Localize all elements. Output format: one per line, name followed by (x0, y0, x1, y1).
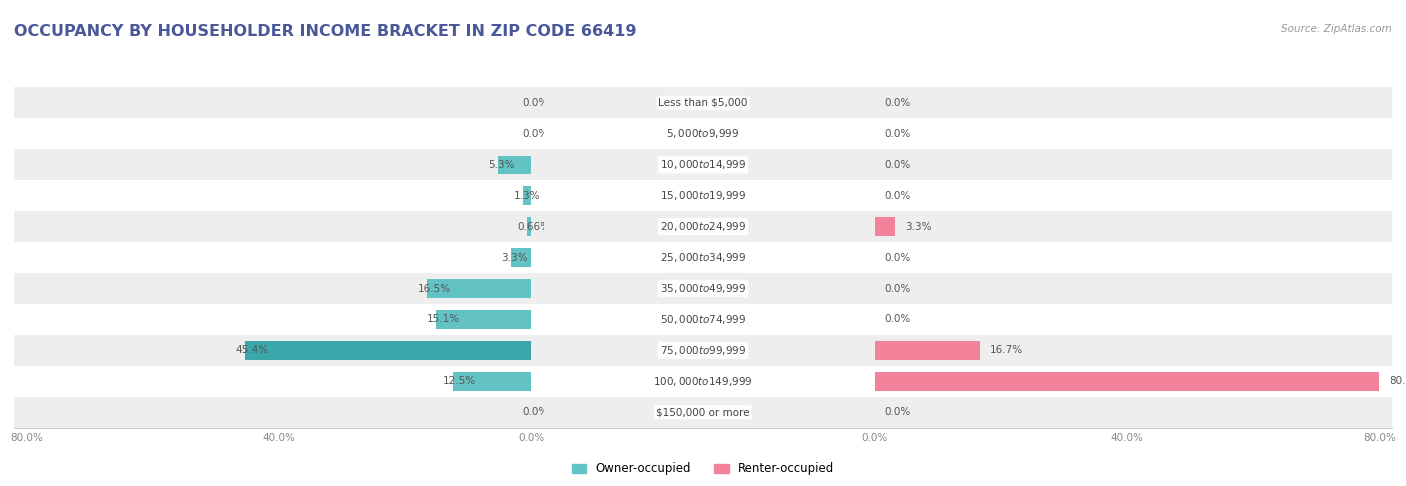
Text: $75,000 to $99,999: $75,000 to $99,999 (659, 344, 747, 357)
Text: 16.7%: 16.7% (990, 346, 1022, 355)
Text: 0.66%: 0.66% (517, 222, 551, 232)
Bar (862, 335, 1392, 366)
Text: 15.1%: 15.1% (426, 314, 460, 325)
Bar (862, 366, 1392, 397)
Bar (544, 180, 862, 211)
Bar (862, 397, 1392, 428)
Text: 5.3%: 5.3% (488, 160, 515, 170)
Text: 16.5%: 16.5% (418, 283, 451, 294)
Bar (427, 279, 531, 298)
Bar (544, 149, 862, 180)
Text: $5,000 to $9,999: $5,000 to $9,999 (666, 127, 740, 140)
Bar (245, 341, 531, 360)
Bar (862, 149, 1392, 180)
Bar (544, 242, 862, 273)
Bar (14, 273, 544, 304)
Bar (875, 217, 896, 236)
Text: 12.5%: 12.5% (443, 376, 477, 386)
Text: $15,000 to $19,999: $15,000 to $19,999 (659, 189, 747, 202)
Bar (544, 335, 862, 366)
Bar (510, 248, 531, 267)
Bar (544, 366, 862, 397)
Text: $25,000 to $34,999: $25,000 to $34,999 (659, 251, 747, 264)
Text: $10,000 to $14,999: $10,000 to $14,999 (659, 158, 747, 171)
Text: $35,000 to $49,999: $35,000 to $49,999 (659, 282, 747, 295)
Text: $50,000 to $74,999: $50,000 to $74,999 (659, 313, 747, 326)
Bar (862, 242, 1392, 273)
Bar (544, 273, 862, 304)
Bar (14, 87, 544, 119)
Bar (862, 273, 1392, 304)
Text: 0.0%: 0.0% (884, 191, 910, 201)
Bar (14, 149, 544, 180)
Text: 0.0%: 0.0% (884, 253, 910, 262)
Bar (14, 397, 544, 428)
Text: 0.0%: 0.0% (884, 283, 910, 294)
Text: 1.3%: 1.3% (513, 191, 540, 201)
Text: 0.0%: 0.0% (884, 407, 910, 417)
Legend: Owner-occupied, Renter-occupied: Owner-occupied, Renter-occupied (567, 458, 839, 480)
Text: 3.3%: 3.3% (905, 222, 931, 232)
Text: 80.0%: 80.0% (1389, 376, 1406, 386)
Bar (544, 397, 862, 428)
Text: 0.0%: 0.0% (884, 160, 910, 170)
Text: 0.0%: 0.0% (522, 129, 548, 139)
Bar (436, 310, 531, 329)
Text: OCCUPANCY BY HOUSEHOLDER INCOME BRACKET IN ZIP CODE 66419: OCCUPANCY BY HOUSEHOLDER INCOME BRACKET … (14, 24, 637, 39)
Bar (14, 366, 544, 397)
Bar (862, 304, 1392, 335)
Bar (14, 242, 544, 273)
Bar (544, 119, 862, 149)
Text: 0.0%: 0.0% (884, 98, 910, 108)
Bar (14, 335, 544, 366)
Text: Source: ZipAtlas.com: Source: ZipAtlas.com (1281, 24, 1392, 35)
Bar (544, 87, 862, 119)
Text: $20,000 to $24,999: $20,000 to $24,999 (659, 220, 747, 233)
Bar (875, 341, 980, 360)
Text: 3.3%: 3.3% (501, 253, 527, 262)
Text: $150,000 or more: $150,000 or more (657, 407, 749, 417)
Text: 45.4%: 45.4% (236, 346, 269, 355)
Bar (862, 87, 1392, 119)
Text: 0.0%: 0.0% (522, 98, 548, 108)
Bar (875, 372, 1379, 391)
Bar (14, 180, 544, 211)
Bar (453, 372, 531, 391)
Bar (523, 187, 531, 205)
Bar (498, 156, 531, 174)
Bar (544, 304, 862, 335)
Text: $100,000 to $149,999: $100,000 to $149,999 (654, 375, 752, 388)
Bar (14, 304, 544, 335)
Text: 0.0%: 0.0% (884, 129, 910, 139)
Bar (862, 211, 1392, 242)
Bar (527, 217, 531, 236)
Bar (14, 119, 544, 149)
Text: 0.0%: 0.0% (884, 314, 910, 325)
Bar (862, 180, 1392, 211)
Text: Less than $5,000: Less than $5,000 (658, 98, 748, 108)
Text: 0.0%: 0.0% (522, 407, 548, 417)
Bar (544, 211, 862, 242)
Bar (862, 119, 1392, 149)
Bar (14, 211, 544, 242)
